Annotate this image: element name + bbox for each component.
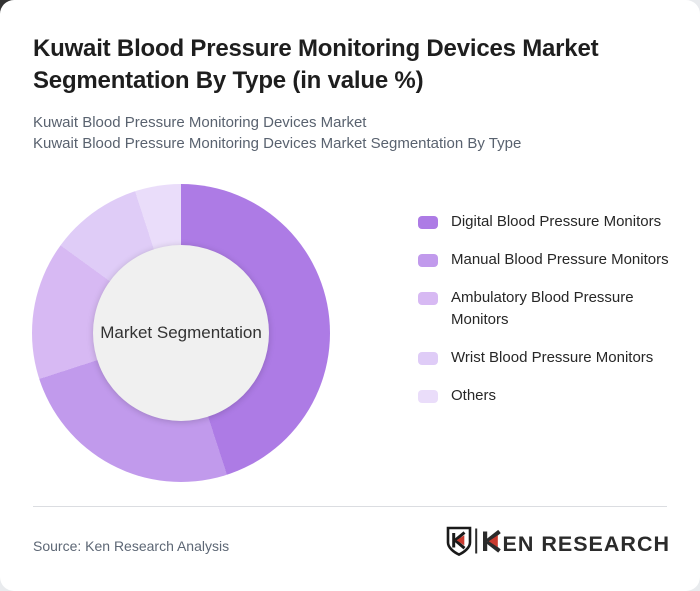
footer-divider	[33, 506, 667, 507]
donut-chart: Market Segmentation	[32, 184, 330, 482]
logo-shield	[446, 526, 472, 556]
page-title: Kuwait Blood Pressure Monitoring Devices…	[33, 35, 599, 94]
legend-label: Ambulatory Blood Pressure Monitors	[451, 289, 634, 328]
legend-label: Others	[451, 387, 497, 404]
legend-swatch	[418, 390, 438, 403]
logo-shield-k	[452, 531, 466, 550]
legend-item-others: Others	[418, 385, 670, 407]
logo-red-arrow-icon	[488, 535, 498, 548]
legend-label: Digital Blood Pressure Monitors	[451, 213, 662, 230]
legend-item-digital: Digital Blood Pressure Monitors	[418, 211, 670, 233]
legend-swatch	[418, 216, 438, 229]
legend-item-manual: Manual Blood Pressure Monitors	[418, 249, 670, 271]
legend-swatch	[418, 292, 438, 305]
subtitle-line-2: Kuwait Blood Pressure Monitoring Devices…	[33, 135, 522, 152]
legend-item-ambulatory: Ambulatory Blood Pressure Monitors	[418, 287, 670, 331]
legend-swatch	[418, 352, 438, 365]
donut-center-label: Market Segmentation	[100, 323, 262, 342]
logo-divider-bar	[475, 528, 478, 554]
source-text: Source: Ken Research Analysis	[33, 538, 230, 554]
breadcrumb-subtitle: Kuwait Blood Pressure Monitoring Devices…	[33, 112, 673, 154]
legend-item-wrist: Wrist Blood Pressure Monitors	[418, 347, 670, 369]
logo-red-arrow-icon	[456, 535, 465, 546]
ken-research-logo: EN RESEARCH	[446, 526, 670, 556]
logo-wordmark-k	[483, 529, 501, 553]
legend-label: Manual Blood Pressure Monitors	[451, 251, 669, 268]
donut-hole: Market Segmentation	[93, 245, 269, 421]
legend-swatch	[418, 254, 438, 267]
legend-label: Wrist Blood Pressure Monitors	[451, 349, 654, 366]
logo-wordmark-text: EN RESEARCH	[503, 532, 670, 556]
subtitle-line-1: Kuwait Blood Pressure Monitoring Devices…	[33, 114, 367, 131]
chart-legend: Digital Blood Pressure Monitors Manual B…	[418, 211, 670, 423]
